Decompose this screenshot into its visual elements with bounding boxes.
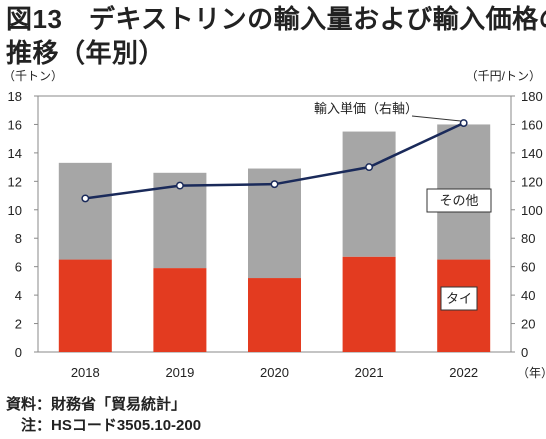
left-tick-label: 8 [15,231,22,246]
right-tick-label: 20 [521,317,535,332]
bar-thailand-2018 [58,259,112,352]
bar-layer [58,124,491,352]
right-axis-unit-label: （千円/トン） [466,69,541,83]
left-axis-unit-label: （千トン） [3,69,63,83]
right-tick-label: 120 [521,174,543,189]
note-line: 注：HSコード3505.10-200 [6,417,202,434]
left-tick-label: 18 [8,89,22,104]
right-tick-label: 0 [521,345,528,360]
legend-box-other [426,188,492,213]
bar-other-2018 [58,162,112,260]
bar-thailand-2019 [153,268,207,352]
left-tick-label: 6 [15,260,22,275]
left-tick-label: 2 [15,317,22,332]
right-tick-label: 80 [521,231,535,246]
price-point-2019 [175,181,184,190]
source-notes: 資料：財務省「貿易統計」 注：HSコード3505.10-200 [6,394,201,436]
left-axis-ticks: 0 2 4 6 8 10 12 14 16 18 [8,89,38,360]
source-line: 資料：財務省「貿易統計」 [6,396,187,413]
chart-title-line-1: 図13 デキストリンの輸入量および輸入価格の [6,4,546,34]
chart-title: 図13 デキストリンの輸入量および輸入価格の 推移（年別） [6,2,546,70]
left-tick-label: 10 [8,203,22,218]
line-label-leader [411,115,461,122]
price-point-2021 [365,163,374,172]
price-point-2022 [459,119,468,127]
x-tick-label: 2022 [449,365,478,380]
chart-title-line-2: 推移（年別） [6,38,166,68]
left-tick-label: 12 [8,174,22,189]
right-tick-label: 140 [521,146,543,161]
x-axis-labels: 2018 2019 2020 2021 2022 [71,365,478,380]
left-tick-label: 14 [8,146,22,161]
legend-label-other: その他 [439,193,478,208]
legend-box-thailand [440,286,478,311]
right-tick-label: 40 [521,288,535,303]
x-tick-label: 2021 [355,365,384,380]
price-point-2020 [270,180,279,189]
price-line-layer [81,115,468,203]
left-tick-label: 4 [15,288,22,303]
bar-thailand-2021 [342,256,396,352]
right-tick-label: 60 [521,260,535,275]
right-tick-label: 100 [521,203,543,218]
price-point-2018 [81,194,90,203]
bar-other-2021 [342,131,396,257]
bar-thailand-2020 [248,278,301,352]
legend-label-thailand: タイ [446,291,472,306]
x-tick-label: 2020 [260,365,289,380]
right-tick-label: 180 [521,89,543,104]
left-tick-label: 16 [8,117,22,132]
line-series-label: 輸入単価（右軸） [314,101,418,116]
x-tick-label: 2019 [165,365,194,380]
right-axis-ticks: 0 20 40 60 80 100 120 140 160 180 [511,89,543,360]
x-tick-label: 2018 [71,365,100,380]
x-axis-unit-label: （年） [517,366,546,380]
right-tick-label: 160 [521,117,543,132]
left-tick-label: 0 [15,345,22,360]
